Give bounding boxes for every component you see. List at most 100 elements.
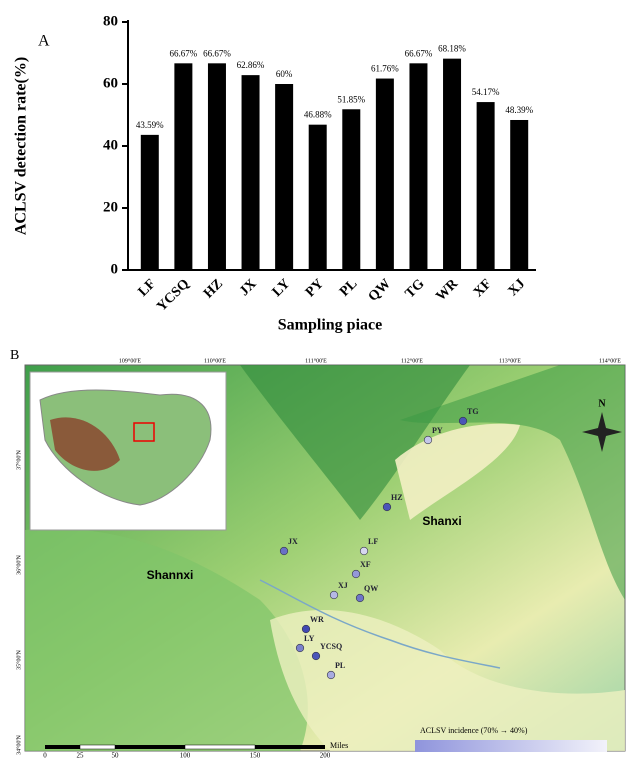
x-tick-label: WR	[433, 276, 461, 304]
site-label: XF	[360, 560, 371, 569]
site-dot	[423, 435, 433, 445]
site-dot	[311, 651, 321, 661]
river	[259, 579, 501, 669]
bar	[241, 75, 260, 270]
x-tick-label: PL	[337, 276, 360, 299]
bar	[375, 78, 394, 270]
x-tick-label: HZ	[201, 276, 226, 301]
x-tick-label: XF	[471, 276, 495, 300]
latitude-label: 36°00'N	[15, 554, 22, 574]
longitude-label: 114°00'E	[599, 357, 621, 364]
basin	[395, 423, 520, 520]
bar	[275, 84, 294, 270]
value-label: 68.18%	[438, 44, 466, 54]
longitude-label: 110°00'E	[204, 357, 226, 364]
scale-label: 100	[180, 752, 191, 760]
site-dot	[458, 416, 468, 426]
value-label: 60%	[276, 69, 293, 79]
site-dot	[279, 546, 289, 556]
value-label: 43.59%	[136, 120, 164, 130]
value-label: 66.67%	[203, 48, 231, 58]
bar	[140, 134, 159, 270]
latitude-label: 34°00'N	[15, 734, 22, 754]
value-label: 62.86%	[237, 60, 265, 70]
scale-label: 150	[250, 752, 261, 760]
site-label: TG	[467, 407, 479, 416]
y-tick-label: 60	[103, 75, 118, 91]
bar	[510, 119, 529, 270]
terrain-east	[400, 365, 625, 600]
site-label: QW	[364, 584, 378, 593]
value-label: 46.88%	[304, 110, 332, 120]
scale-label: 200	[320, 752, 331, 760]
terrain-mountain	[240, 365, 470, 520]
value-label: 66.67%	[405, 48, 433, 58]
scale-label: 0	[43, 752, 47, 760]
site-label: LF	[368, 537, 378, 546]
scale-label: 50	[112, 752, 120, 760]
site-dot	[301, 624, 311, 634]
panel-label: A	[38, 33, 50, 50]
bar	[409, 63, 428, 271]
longitude-label: 111°00'E	[305, 357, 327, 364]
site-label: YCSQ	[320, 642, 342, 651]
latitude-label: 37°00'N	[15, 449, 22, 469]
bar	[308, 124, 327, 270]
site-dot	[355, 593, 365, 603]
site-dot	[351, 569, 361, 579]
incidence-gradient	[415, 740, 607, 752]
north-arrow	[582, 412, 622, 452]
site-label: PL	[335, 661, 345, 670]
x-tick-label: JX	[237, 276, 260, 299]
y-tick-label: 0	[111, 261, 119, 277]
bar	[476, 102, 495, 270]
inset-china	[39, 389, 212, 506]
scale-label: 25	[77, 752, 85, 760]
x-tick-label: TG	[403, 276, 428, 301]
terrain-west	[25, 528, 308, 751]
value-label: 48.39%	[505, 105, 533, 115]
north-label: N	[598, 398, 606, 409]
inset-plateau	[50, 417, 120, 471]
x-tick-label: LY	[270, 276, 293, 299]
site-dot	[359, 546, 369, 556]
x-tick-label: LF	[136, 276, 159, 299]
scale-unit: Miles	[330, 741, 348, 750]
panel-label: B	[10, 348, 19, 363]
site-dot	[382, 502, 392, 512]
longitude-label: 112°00'E	[401, 357, 423, 364]
x-tick-label: YCSQ	[154, 276, 192, 314]
x-axis-label: Sampling piace	[278, 317, 382, 334]
scale-bar-segment	[184, 744, 256, 750]
site-dot	[295, 643, 305, 653]
incidence-legend: ACLSV incidence (70% → 40%)	[420, 726, 528, 735]
site-label: LY	[304, 634, 315, 643]
site-label: JX	[288, 537, 298, 546]
plain	[270, 610, 625, 751]
value-label: 61.76%	[371, 64, 399, 74]
bar	[443, 58, 462, 270]
value-label: 51.85%	[337, 94, 365, 104]
y-tick-label: 80	[103, 13, 118, 29]
latitude-label: 35°00'N	[15, 649, 22, 669]
site-dot	[329, 590, 339, 600]
value-label: 54.17%	[472, 87, 500, 97]
x-tick-label: XJ	[506, 276, 529, 299]
scale-bar-segment	[79, 744, 116, 750]
map: N ACLSV incidence (70% → 40%) Miles	[24, 364, 626, 752]
y-tick-label: 20	[103, 199, 118, 215]
x-tick-label: PY	[303, 276, 327, 300]
site-dot	[326, 670, 336, 680]
region-label: Shannxi	[147, 568, 194, 582]
inset-highlight	[133, 422, 155, 442]
longitude-label: 113°00'E	[499, 357, 521, 364]
site-label: PY	[432, 426, 443, 435]
region-label: Shanxi	[422, 514, 461, 528]
bar	[174, 63, 193, 271]
y-axis-label: ACLSV detection rate(%)	[13, 57, 30, 235]
longitude-label: 109°00'E	[119, 357, 141, 364]
site-label: WR	[310, 615, 324, 624]
bar	[207, 63, 226, 271]
site-label: HZ	[391, 493, 403, 502]
